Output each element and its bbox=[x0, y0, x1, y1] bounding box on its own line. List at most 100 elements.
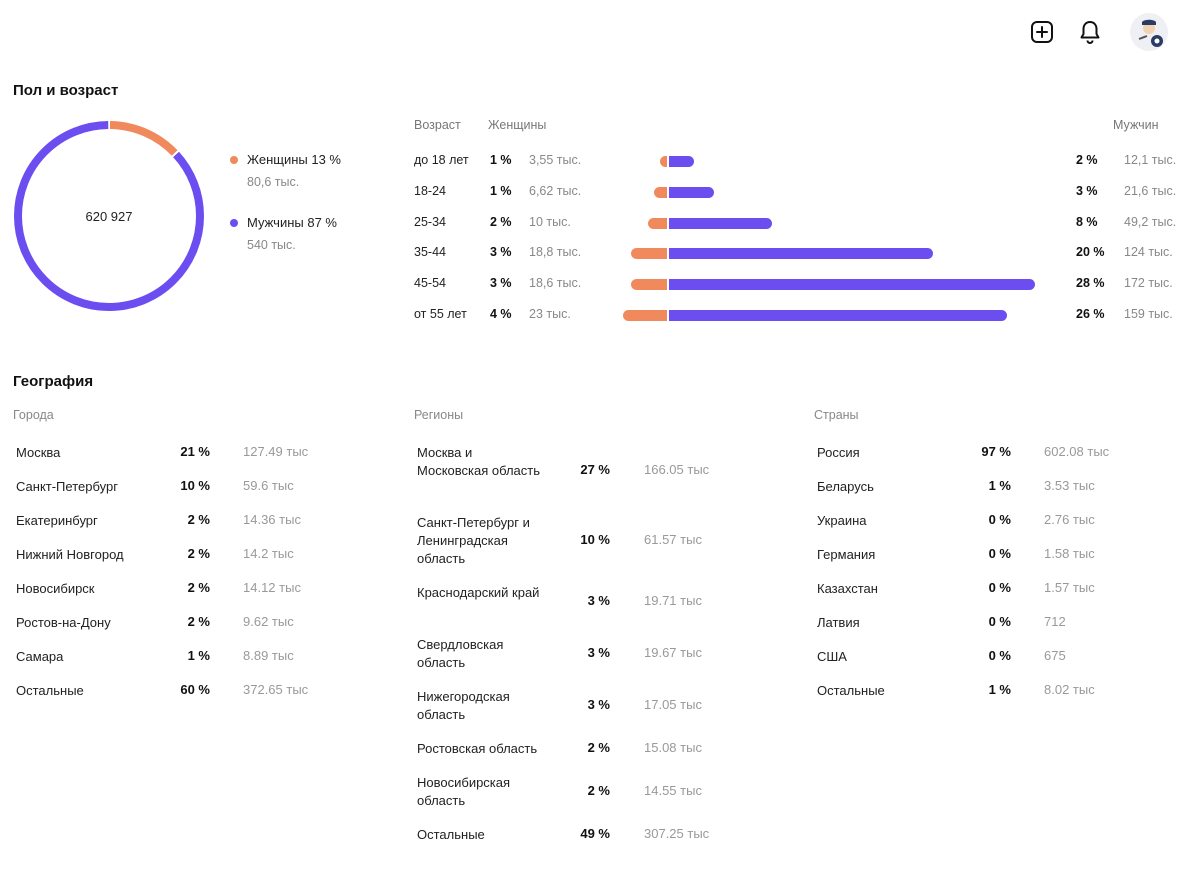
legend-men-count: 540 тыс. bbox=[247, 238, 296, 252]
geo-name: Москва и Московская область bbox=[417, 445, 541, 478]
men-percent: 26 % bbox=[1076, 307, 1105, 321]
men-count: 124 тыс. bbox=[1124, 245, 1173, 259]
legend-women-count: 80,6 тыс. bbox=[247, 175, 300, 189]
plus-square-icon[interactable] bbox=[1028, 16, 1056, 48]
geo-value: 61.57 тыс bbox=[644, 532, 702, 547]
geo-percent: 0 % bbox=[988, 580, 1011, 595]
age-table: Возраст Женщины Мужчин до 18 лет 1 % 3,55 … bbox=[414, 118, 1200, 328]
geo-name: Новосибирск bbox=[16, 581, 95, 596]
men-count: 12,1 тыс. bbox=[1124, 153, 1177, 167]
age-group-label: до 18 лет bbox=[414, 153, 469, 167]
geo-name: Новосибирская область bbox=[417, 775, 511, 808]
women-percent: 3 % bbox=[490, 276, 512, 290]
men-bar bbox=[667, 187, 714, 198]
geo-name: Москва bbox=[16, 445, 61, 460]
women-count: 3,55 тыс. bbox=[529, 153, 582, 167]
bar-divider bbox=[667, 279, 669, 290]
geo-percent: 1 % bbox=[988, 478, 1011, 493]
geo-name: Россия bbox=[817, 445, 860, 460]
bar-divider bbox=[667, 156, 669, 167]
donut-total: 620 927 bbox=[85, 208, 133, 224]
geo-name: Германия bbox=[817, 547, 876, 562]
geo-value: 17.05 тыс bbox=[644, 697, 702, 712]
bell-icon[interactable] bbox=[1076, 16, 1104, 48]
geo-percent: 27 % bbox=[580, 462, 610, 477]
geo-value: 8.89 тыс bbox=[243, 648, 294, 663]
bar-divider bbox=[667, 310, 669, 321]
geo-name: Украина bbox=[817, 513, 867, 528]
geo-name: Остальные bbox=[817, 683, 885, 698]
geo-name: Ростов-на-Дону bbox=[16, 615, 111, 630]
geo-name: Краснодарский край bbox=[417, 585, 540, 600]
legend-women: Женщины 13 % 80,6 тыс. bbox=[230, 152, 341, 189]
men-count: 49,2 тыс. bbox=[1124, 215, 1177, 229]
women-count: 10 тыс. bbox=[529, 215, 571, 229]
women-percent: 1 % bbox=[490, 184, 512, 198]
women-bar bbox=[631, 248, 667, 259]
bar-divider bbox=[667, 218, 669, 229]
age-row: до 18 лет 1 % 3,55 тыс. 2 % 12,1 тыс. bbox=[414, 151, 1200, 173]
age-row: 45-54 3 % 18,6 тыс. 28 % 172 тыс. bbox=[414, 274, 1200, 296]
geo-name: Ростовская область bbox=[417, 741, 538, 756]
geo-value: 3.53 тыс bbox=[1044, 478, 1095, 493]
men-bar bbox=[667, 279, 1036, 290]
regions-header: Регионы bbox=[414, 408, 464, 422]
geo-name: Казахстан bbox=[817, 581, 878, 596]
women-percent: 3 % bbox=[490, 245, 512, 259]
men-percent: 3 % bbox=[1076, 184, 1098, 198]
geo-value: 307.25 тыс bbox=[644, 826, 710, 841]
women-percent: 1 % bbox=[490, 153, 512, 167]
age-group-label: 35-44 bbox=[414, 245, 446, 259]
women-col-header: Женщины bbox=[488, 118, 547, 132]
geo-percent: 0 % bbox=[988, 512, 1011, 527]
geo-percent: 10 % bbox=[180, 478, 210, 493]
geo-value: 166.05 тыс bbox=[644, 462, 710, 477]
men-percent: 20 % bbox=[1076, 245, 1105, 259]
age-group-label: 25-34 bbox=[414, 215, 446, 229]
geography-title: География bbox=[13, 373, 94, 390]
geo-value: 14.55 тыс bbox=[644, 783, 702, 798]
age-col-header: Возраст bbox=[414, 118, 461, 132]
men-col-header: Мужчин bbox=[1113, 118, 1159, 132]
geo-percent: 2 % bbox=[187, 614, 210, 629]
geo-percent: 0 % bbox=[988, 546, 1011, 561]
women-count: 18,6 тыс. bbox=[529, 276, 582, 290]
geo-value: 14.12 тыс bbox=[243, 580, 301, 595]
geo-name: Остальные bbox=[417, 827, 485, 842]
geo-name: Нижегородская область bbox=[417, 689, 510, 722]
geo-value: 14.36 тыс bbox=[243, 512, 301, 527]
legend-women-label: Женщины 13 % bbox=[247, 152, 341, 167]
legend-men-label: Мужчины 87 % bbox=[247, 215, 337, 230]
age-row: 18-24 1 % 6,62 тыс. 3 % 21,6 тыс. bbox=[414, 182, 1200, 204]
geo-value: 15.08 тыс bbox=[644, 740, 702, 755]
women-count: 23 тыс. bbox=[529, 307, 571, 321]
age-group-label: 45-54 bbox=[414, 276, 446, 290]
men-count: 172 тыс. bbox=[1124, 276, 1173, 290]
geo-percent: 1 % bbox=[187, 648, 210, 663]
geo-percent: 3 % bbox=[587, 593, 610, 608]
countries-column: Страны Россия 97 % 602.08 тыс Беларусь 1 % 3.… bbox=[814, 408, 1194, 698]
geo-percent: 2 % bbox=[587, 783, 610, 798]
avatar-icon[interactable] bbox=[1130, 13, 1168, 51]
age-row: 25-34 2 % 10 тыс. 8 % 49,2 тыс. bbox=[414, 213, 1200, 235]
women-count: 18,8 тыс. bbox=[529, 245, 582, 259]
geo-value: 372.65 тыс bbox=[243, 682, 309, 697]
geo-percent: 10 % bbox=[580, 532, 610, 547]
geo-name: Нижний Новгород bbox=[16, 547, 124, 562]
gender-donut-chart: 620 927 bbox=[13, 120, 205, 312]
geo-percent: 0 % bbox=[988, 648, 1011, 663]
geo-value: 602.08 тыс bbox=[1044, 444, 1110, 459]
geo-value: 675 bbox=[1044, 648, 1066, 663]
women-percent: 4 % bbox=[490, 307, 512, 321]
top-toolbar bbox=[1028, 13, 1168, 51]
geo-value: 19.71 тыс bbox=[644, 593, 702, 608]
women-bar bbox=[653, 187, 667, 198]
geo-value: 127.49 тыс bbox=[243, 444, 309, 459]
geo-value: 1.57 тыс bbox=[1044, 580, 1095, 595]
geo-percent: 21 % bbox=[180, 444, 210, 459]
legend-men: Мужчины 87 % 540 тыс. bbox=[230, 215, 341, 252]
geo-percent: 0 % bbox=[988, 614, 1011, 629]
age-group-label: от 55 лет bbox=[414, 307, 467, 321]
women-count: 6,62 тыс. bbox=[529, 184, 582, 198]
men-bar bbox=[667, 218, 773, 229]
